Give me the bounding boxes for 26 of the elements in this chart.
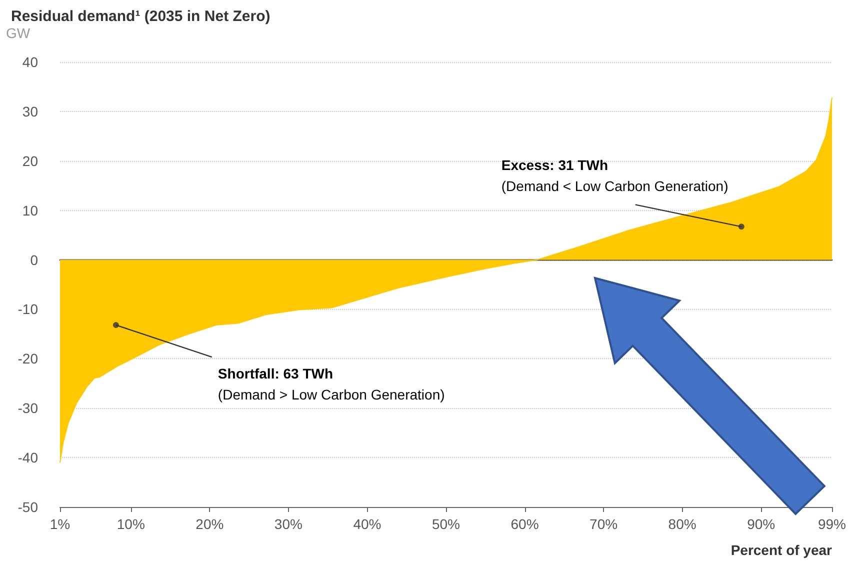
y-tick-label: 40	[22, 54, 38, 70]
x-tick-label: 90%	[747, 516, 776, 532]
x-tick-label: 10%	[116, 516, 145, 532]
y-tick-label: -20	[18, 350, 38, 367]
y-tick-label: 10	[22, 202, 38, 218]
y-tick-label: 0	[30, 252, 38, 268]
x-tick-label: 50%	[432, 516, 460, 532]
x-tick-label: 30%	[274, 516, 302, 532]
x-tick-label: 60%	[510, 516, 539, 532]
y-tick-label: -10	[18, 301, 38, 318]
x-axis-title: Percent of year	[730, 542, 833, 558]
y-tick-label: -40	[18, 450, 38, 466]
y-axis-title: GW	[6, 25, 31, 41]
x-tick-label: 99%	[818, 516, 846, 532]
x-tick-label: 40%	[353, 516, 382, 532]
annotation: Shortfall: 63 TWh (Demand > Low Carbon Generation)	[218, 366, 445, 403]
x-tick-label: 20%	[196, 516, 224, 532]
x-tick-label: 70%	[590, 516, 618, 532]
y-tick-label: 30	[22, 103, 38, 120]
chart-title: Residual demand¹ (2035 in Net Zero)	[11, 8, 270, 25]
x-tick-label: 80%	[668, 516, 696, 532]
y-tick-label: -30	[18, 400, 38, 416]
annotation: Excess: 31 TWh (Demand < Low Carbon Generation)	[501, 157, 728, 194]
y-tick-label: 20	[22, 152, 38, 169]
x-tick-label: 1%	[50, 516, 70, 532]
y-tick-label: -50	[18, 499, 38, 515]
